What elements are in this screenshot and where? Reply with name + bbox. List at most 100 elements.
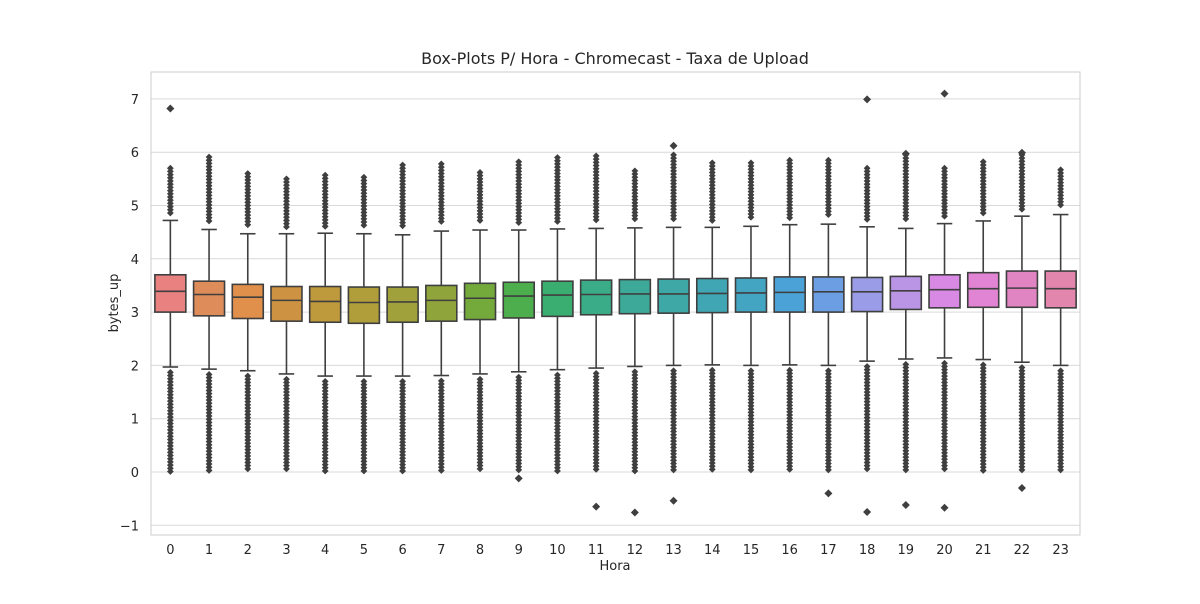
iqr-box (154, 273, 187, 313)
outlier-marker (708, 465, 716, 473)
outlier-marker (863, 507, 872, 516)
outlier-marker (786, 465, 794, 473)
outlier-marker (554, 218, 561, 225)
x-tick-label: 11 (588, 543, 605, 558)
outlier-marker (863, 95, 872, 104)
box-plot-hour-17 (812, 156, 845, 498)
x-tick-label: 19 (898, 543, 915, 558)
outlier-marker (1057, 201, 1065, 209)
y-tick-label: 5 (131, 200, 139, 215)
x-tick-label: 20 (936, 543, 953, 558)
box-plot-hour-6 (386, 161, 419, 475)
box-plot-hour-1 (192, 153, 226, 474)
box-plot-hour-23 (1044, 166, 1077, 474)
x-tick-label: 8 (476, 543, 484, 558)
iqr-box (502, 281, 536, 319)
box-plot-hour-5 (347, 173, 381, 475)
outlier-marker (824, 211, 832, 218)
y-tick-label: 1 (131, 413, 139, 428)
iqr-box (347, 286, 381, 325)
box-plot-hour-22 (1005, 148, 1039, 492)
outlier-marker (630, 508, 639, 517)
y-tick-label: 3 (131, 306, 139, 321)
x-tick-label: 15 (743, 543, 760, 558)
outlier-marker (670, 215, 677, 223)
outlier-marker (476, 465, 484, 473)
outlier-marker (631, 467, 639, 475)
outlier-marker (940, 503, 949, 512)
y-tick-label: 7 (131, 93, 139, 108)
outlier-marker (901, 149, 910, 158)
x-tick-label: 12 (627, 543, 644, 558)
iqr-box (812, 276, 845, 313)
x-tick-label: 0 (166, 543, 174, 558)
iqr-box (1005, 270, 1039, 309)
outlier-marker (941, 212, 948, 220)
box-plot-hour-11 (579, 152, 613, 511)
box-plot-hour-7 (425, 160, 458, 474)
outlier-marker (1017, 148, 1026, 157)
iqr-box (579, 279, 613, 316)
y-tick-label: −1 (120, 519, 139, 534)
iqr-box (773, 276, 806, 313)
outlier-marker (205, 217, 213, 225)
box-plot-hour-12 (618, 167, 652, 517)
outlier-marker (283, 465, 290, 473)
outlier-marker (515, 466, 523, 474)
x-tick-label: 18 (859, 543, 876, 558)
outlier-marker (1057, 466, 1065, 474)
outlier-marker (902, 215, 910, 223)
iqr-box (270, 285, 303, 322)
x-axis-label: Hora (599, 559, 630, 574)
y-tick-label: 4 (131, 253, 139, 268)
outlier-marker (283, 223, 290, 231)
outlier-marker (824, 489, 833, 498)
outlier-marker (786, 214, 794, 222)
outlier-marker (747, 466, 755, 474)
outlier-marker (669, 496, 678, 505)
outlier-marker (631, 215, 639, 223)
outlier-marker (360, 467, 368, 475)
outlier-marker (399, 222, 407, 230)
outlier-marker (708, 217, 716, 224)
x-tick-label: 4 (321, 543, 329, 558)
x-tick-label: 13 (665, 543, 682, 558)
x-tick-label: 2 (244, 543, 252, 558)
box-layer (154, 89, 1077, 517)
iqr-box (657, 278, 690, 314)
y-tick-label: 2 (131, 359, 139, 374)
x-tick-labels: 0 1 2 3 4 5 6 7 8 9 10 11 12 13 14 15 16 17 18 19 20 21 22 23 (166, 543, 1069, 558)
box-plot-hour-20 (928, 89, 961, 512)
x-tick-label: 1 (205, 543, 213, 558)
iqr-box (463, 282, 497, 321)
outlier-marker (166, 468, 174, 475)
iqr-box (734, 277, 768, 313)
iqr-box (231, 283, 265, 320)
box-plot-hour-19 (889, 149, 923, 510)
outlier-marker (941, 465, 948, 473)
iqr-box (192, 280, 226, 317)
outlier-marker (592, 465, 600, 473)
box-plot-hour-0 (154, 104, 187, 475)
outlier-marker (321, 467, 329, 475)
x-tick-label: 9 (515, 543, 523, 558)
iqr-box (386, 286, 419, 324)
x-tick-label: 3 (282, 543, 290, 558)
box-plot-hour-14 (695, 159, 729, 473)
outlier-marker (437, 218, 445, 225)
iqr-box (889, 275, 923, 311)
outlier-marker (321, 222, 329, 230)
box-plot-hour-18 (850, 95, 884, 516)
outlier-marker (979, 209, 987, 217)
outlier-marker (979, 467, 987, 474)
iqr-box (850, 276, 884, 313)
outlier-marker (940, 89, 949, 98)
outlier-marker (476, 217, 484, 224)
box-plot-hour-21 (966, 158, 1000, 474)
outlier-marker (1018, 466, 1026, 474)
box-plot-hour-8 (463, 169, 497, 473)
outlier-marker (863, 465, 871, 473)
x-tick-label: 23 (1052, 543, 1069, 558)
outlier-marker (515, 219, 523, 226)
